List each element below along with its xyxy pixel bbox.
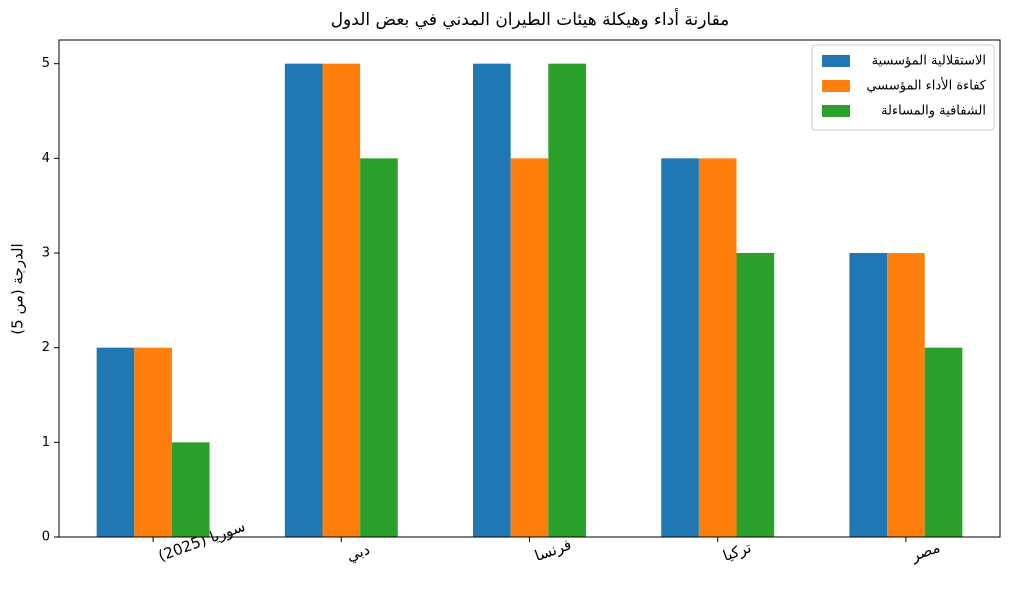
y-tick-label: 1 — [42, 435, 50, 450]
bar — [698, 158, 737, 538]
bar — [473, 63, 511, 538]
plot-frame — [58, 39, 1001, 538]
y-tick-label: 0 — [42, 530, 50, 545]
chart-title: مقارنة أداء وهيكلة هيئات الطيران المدني … — [331, 8, 730, 30]
bar — [284, 63, 323, 538]
x-tick-label: فرنسا — [532, 535, 573, 565]
legend-swatch — [822, 55, 850, 67]
bar — [548, 63, 586, 538]
legend-swatch — [822, 80, 850, 92]
legend-swatch — [822, 105, 850, 117]
legend-label: الاستقلالية المؤسسية — [872, 54, 986, 69]
bar — [510, 158, 549, 538]
x-tick-label: دبي — [344, 540, 372, 566]
legend-box — [811, 44, 995, 131]
bar — [96, 347, 135, 537]
y-axis-label: الدرجة (من 5) — [9, 243, 27, 334]
x-tick-label: تركيا — [720, 538, 753, 565]
bar — [849, 253, 888, 537]
y-tick-label: 3 — [42, 246, 50, 261]
bar — [134, 347, 172, 537]
x-tick-label: مصر — [908, 538, 943, 565]
y-tick-label: 4 — [42, 151, 50, 166]
bar — [736, 253, 775, 537]
bar — [171, 442, 210, 537]
bar — [661, 158, 699, 538]
bar — [887, 253, 925, 537]
bar — [924, 347, 963, 537]
legend-label: الشفافية والمساءلة — [881, 104, 986, 119]
legend-label: كفاءة الأداء المؤسسي — [866, 77, 986, 94]
y-tick-label: 5 — [42, 56, 50, 71]
y-tick-label: 2 — [42, 340, 50, 355]
bar — [322, 63, 361, 538]
bar — [360, 158, 398, 538]
